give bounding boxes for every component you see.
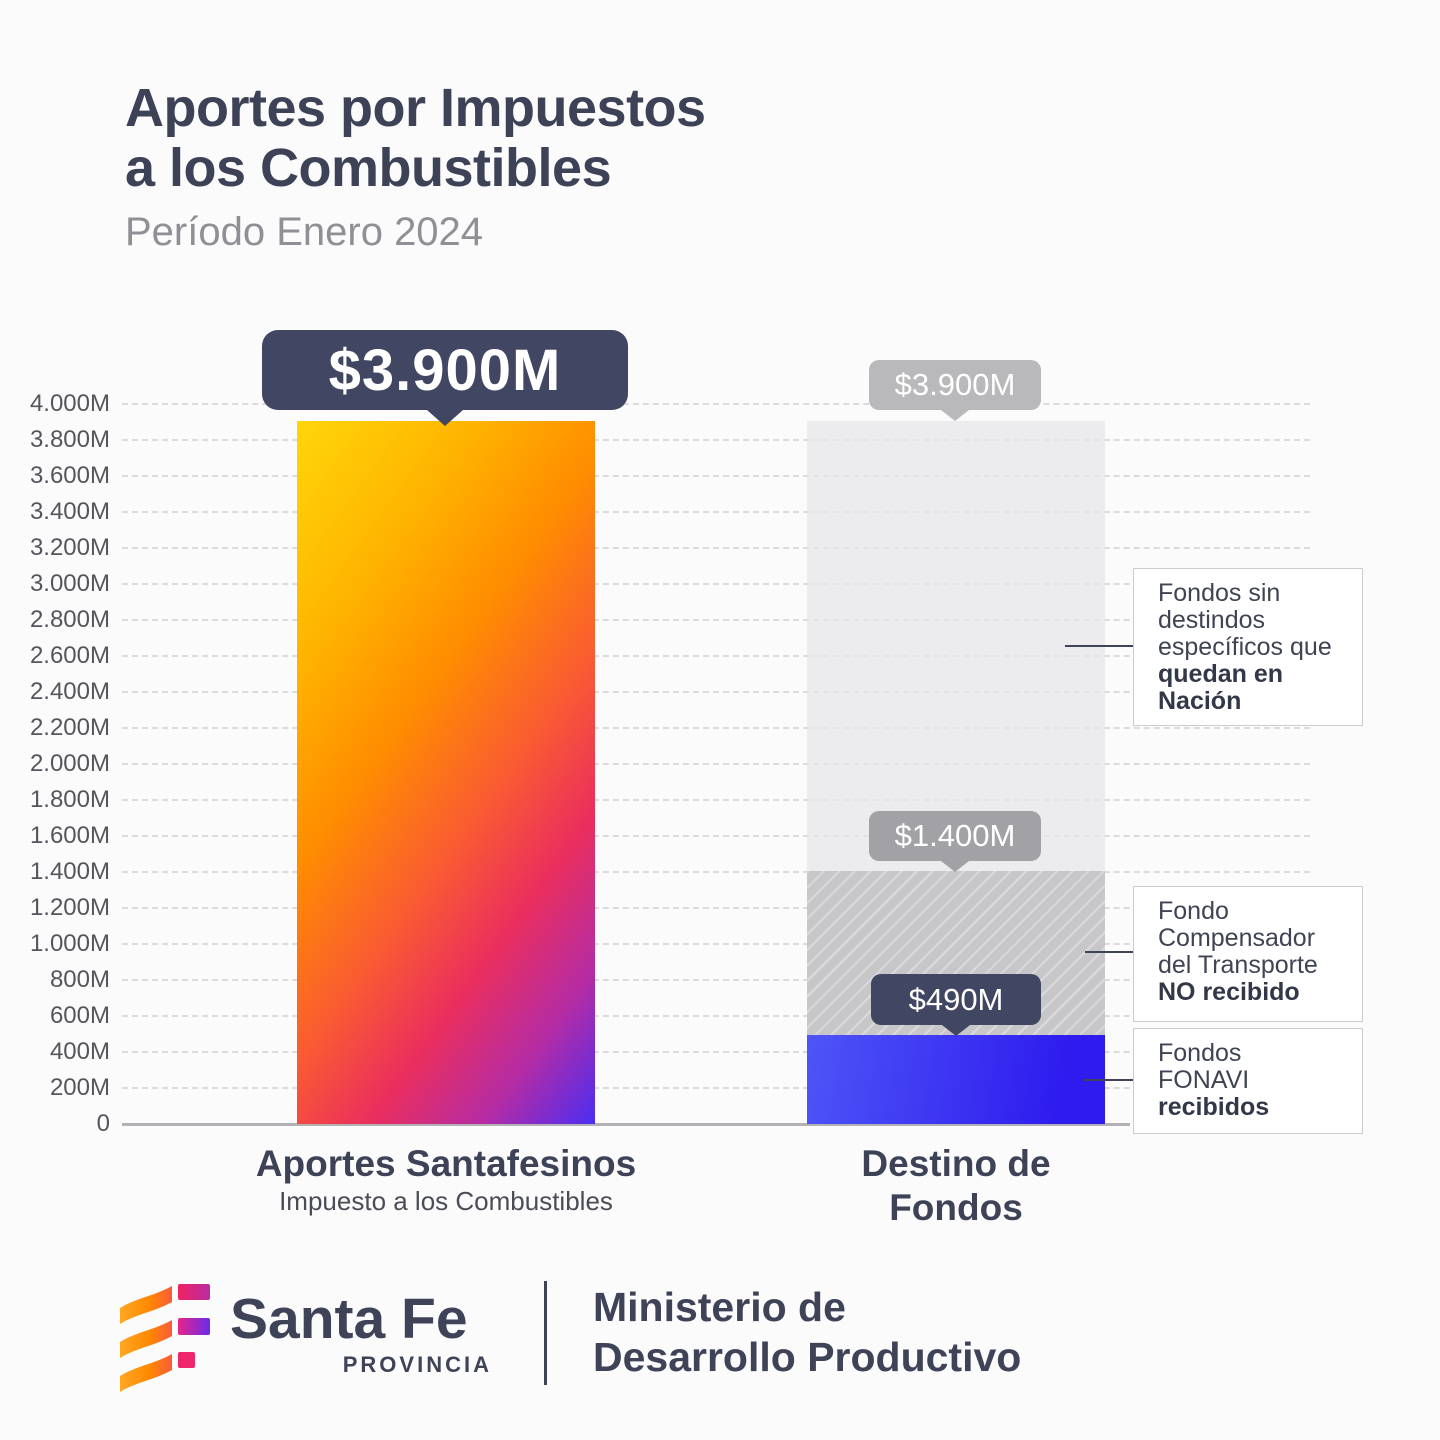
gridline xyxy=(122,1015,1310,1017)
ministry-name: Ministerio de Desarrollo Productivo xyxy=(593,1282,1021,1382)
gridline xyxy=(122,403,1310,405)
callout-line-transporte xyxy=(1085,951,1133,953)
y-tick-label: 400M xyxy=(49,1038,110,1065)
x-label-aportes-sub: Impuesto a los Combustibles xyxy=(279,1186,613,1216)
bar-segment-transporte-hatched xyxy=(807,871,1105,1035)
gridline xyxy=(122,979,1310,981)
y-tick-label: 3.600M xyxy=(29,462,110,489)
callout-transporte-line1: Fondo xyxy=(1158,897,1229,925)
x-label-destino-line2: Fondos xyxy=(889,1187,1023,1228)
gridline xyxy=(122,691,1310,693)
gridline xyxy=(122,655,1310,657)
gridline xyxy=(122,583,1310,585)
callout-fonavi-line2: FONAVI xyxy=(1158,1066,1250,1094)
y-tick-label: 3.400M xyxy=(29,498,110,525)
gridline xyxy=(122,1087,1310,1089)
gridline xyxy=(122,763,1310,765)
y-tick-label: 2.000M xyxy=(29,750,110,777)
y-tick-label: 3.000M xyxy=(29,570,110,597)
value-badge-right-total-text: $3.900M xyxy=(894,367,1016,402)
page-title-line2: a los Combustibles xyxy=(125,138,612,198)
value-badge-left-total-text: $3.900M xyxy=(328,337,562,403)
bar-segment-nacion xyxy=(807,421,1105,871)
gridline xyxy=(122,943,1310,945)
gridline xyxy=(122,835,1310,837)
callout-nacion-line2: destindos xyxy=(1158,606,1266,634)
value-badge-right-mid: $1.400M xyxy=(869,811,1041,861)
value-badge-right-low: $490M xyxy=(871,974,1041,1025)
callout-transporte-line4: NO recibido xyxy=(1158,978,1300,1006)
ministry-line2: Desarrollo Productivo xyxy=(593,1334,1022,1380)
x-label-destino-line1: Destino de xyxy=(861,1143,1051,1184)
gridline xyxy=(122,907,1310,909)
callout-nacion-line3: específicos que xyxy=(1158,633,1332,661)
gridline xyxy=(122,619,1310,621)
y-tick-label: 2.400M xyxy=(29,678,110,705)
value-badge-left-total: $3.900M xyxy=(262,330,628,410)
gridline xyxy=(122,1051,1310,1053)
callout-transporte-line3: del Transporte xyxy=(1158,951,1318,979)
y-tick-label: 1.800M xyxy=(29,786,110,813)
gridline xyxy=(122,727,1310,729)
y-tick-label: 800M xyxy=(49,966,110,993)
value-badge-right-total: $3.900M xyxy=(869,360,1041,410)
callout-fonavi: Fondos FONAVI recibidos xyxy=(1133,1028,1363,1134)
callout-fonavi-line1: Fondos xyxy=(1158,1039,1242,1067)
y-tick-label: 4.000M xyxy=(29,390,110,417)
callout-fonavi-line3: recibidos xyxy=(1158,1093,1270,1121)
y-tick-label: 200M xyxy=(49,1074,110,1101)
page-title-line1: Aportes por Impuestos xyxy=(125,78,706,138)
callout-transporte: Fondo Compensador del Transporte NO reci… xyxy=(1133,886,1363,1022)
bar-aportes-santafesinos xyxy=(297,421,595,1124)
callout-line-nacion xyxy=(1065,645,1133,647)
brand-name: Santa Fe xyxy=(230,1287,468,1351)
y-tick-label: 1.600M xyxy=(29,822,110,849)
gridline xyxy=(122,475,1310,477)
y-tick-label: 3.200M xyxy=(29,534,110,561)
santa-fe-logo-icon xyxy=(118,1280,210,1397)
x-axis-line xyxy=(122,1123,1130,1126)
y-tick-label: 2.200M xyxy=(29,714,110,741)
callout-transporte-line2: Compensador xyxy=(1158,924,1316,952)
callout-line-fonavi xyxy=(1083,1079,1133,1081)
y-tick-label: 3.800M xyxy=(29,426,110,453)
y-tick-label: 2.600M xyxy=(29,642,110,669)
gridline xyxy=(122,871,1310,873)
y-tick-label: 1.400M xyxy=(29,858,110,885)
x-label-aportes: Aportes Santafesinos xyxy=(255,1143,637,1184)
gridline xyxy=(122,439,1310,441)
gridline xyxy=(122,799,1310,801)
y-tick-label: 600M xyxy=(49,1002,110,1029)
ministry-line1: Ministerio de xyxy=(593,1284,846,1330)
gridline xyxy=(122,511,1310,513)
callout-nacion-line1: Fondos sin xyxy=(1158,579,1281,607)
footer-divider xyxy=(544,1281,547,1385)
y-tick-label: 1.000M xyxy=(29,930,110,957)
callout-nacion-line4: quedan en xyxy=(1158,660,1284,688)
value-badge-right-low-text: $490M xyxy=(908,981,1004,1017)
y-tick-label: 0 xyxy=(96,1110,110,1137)
brand-subtitle: PROVINCIA xyxy=(342,1352,492,1377)
y-tick-label: 2.800M xyxy=(29,606,110,633)
x-label-destino: Destino de Fondos xyxy=(706,1142,1206,1230)
gridline xyxy=(122,547,1310,549)
page-title: Aportes por Impuestos a los Combustibles xyxy=(125,78,706,198)
value-badge-right-mid-text: $1.400M xyxy=(894,818,1016,853)
callout-nacion: Fondos sin destindos específicos que que… xyxy=(1133,568,1363,726)
bar-segment-fonavi xyxy=(807,1035,1105,1124)
page-subtitle: Período Enero 2024 xyxy=(125,210,484,254)
callout-nacion-line5: Nación xyxy=(1158,687,1242,715)
y-tick-label: 1.200M xyxy=(29,894,110,921)
